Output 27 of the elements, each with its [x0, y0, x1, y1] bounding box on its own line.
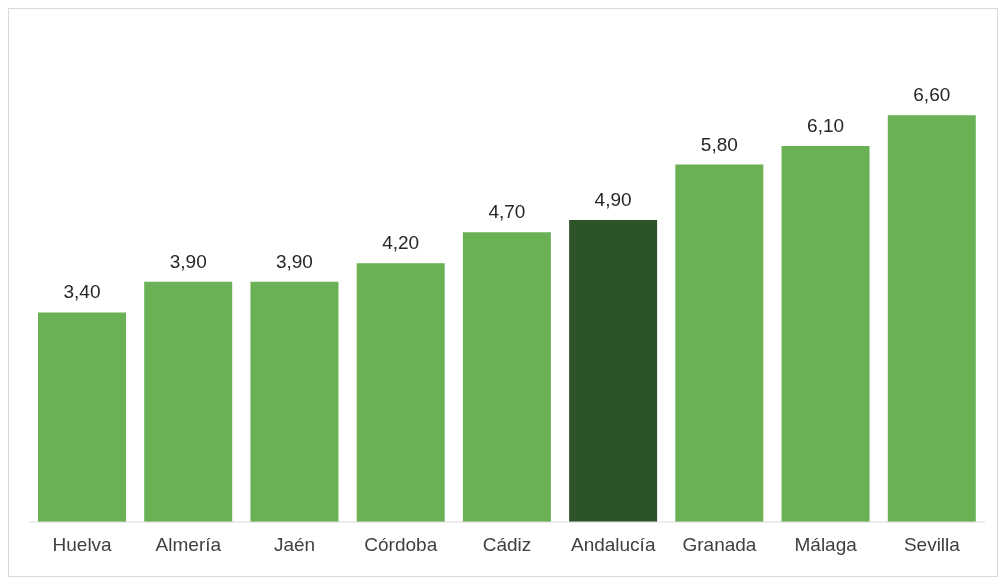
x-tick-label: Almería [155, 534, 222, 556]
bar [250, 281, 339, 522]
data-label: 4,90 [594, 189, 632, 211]
data-label: 6,10 [807, 115, 845, 137]
data-label: 4,70 [488, 201, 526, 223]
x-tick-label: Granada [682, 534, 757, 556]
x-tick-label: Córdoba [364, 534, 438, 556]
data-label: 3,40 [63, 281, 101, 303]
data-label: 6,60 [913, 84, 951, 106]
data-label: 3,90 [275, 250, 313, 272]
bar [462, 232, 551, 522]
x-tick-label: Sevilla [903, 534, 961, 556]
data-label: 5,80 [700, 133, 738, 155]
bar [144, 281, 233, 522]
x-tick-label: Andalucía [570, 534, 656, 556]
x-tick-label: Jaén [273, 534, 316, 556]
data-label: 4,20 [382, 232, 420, 254]
data-label: 3,90 [169, 250, 207, 272]
x-tick-label: Cádiz [482, 534, 532, 556]
bar [675, 164, 764, 522]
x-tick-label: Huelva [52, 534, 113, 556]
bar [38, 312, 126, 522]
bar [569, 220, 658, 522]
bar [356, 263, 445, 522]
bar [781, 146, 870, 522]
bar [887, 115, 976, 522]
x-tick-label: Málaga [794, 534, 858, 556]
